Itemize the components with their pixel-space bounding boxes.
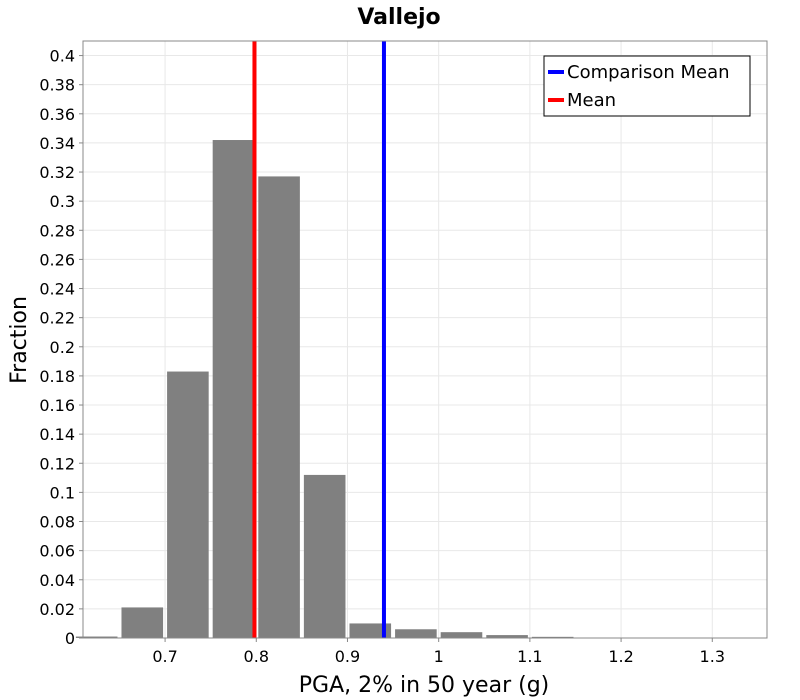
y-tick-label: 0.26 bbox=[39, 250, 75, 269]
x-tick-label: 1.3 bbox=[700, 647, 725, 666]
y-axis-label: Fraction bbox=[7, 296, 32, 384]
bars bbox=[75, 140, 756, 639]
histogram-bar bbox=[167, 371, 209, 638]
x-tick-label: 1 bbox=[434, 647, 444, 666]
histogram-bar bbox=[531, 636, 574, 638]
histogram-bar bbox=[486, 635, 528, 638]
histogram-bar bbox=[75, 636, 118, 638]
y-tick-label: 0.28 bbox=[39, 221, 75, 240]
y-tick-label: 0.2 bbox=[50, 338, 75, 357]
histogram-bar bbox=[212, 140, 255, 638]
x-tick-label: 1.1 bbox=[517, 647, 542, 666]
x-tick-label: 1.2 bbox=[608, 647, 633, 666]
legend: Comparison Mean Mean bbox=[543, 55, 751, 117]
histogram-bar bbox=[349, 623, 392, 638]
legend-box bbox=[543, 55, 751, 117]
histogram-bar bbox=[303, 474, 346, 638]
y-tick-label: 0.12 bbox=[39, 454, 75, 473]
y-tick-label: 0.18 bbox=[39, 367, 75, 386]
y-tick-label: 0.04 bbox=[39, 571, 75, 590]
y-tick-label: 0.34 bbox=[39, 134, 75, 153]
y-tick-label: 0.32 bbox=[39, 163, 75, 182]
y-tick-label: 0.24 bbox=[39, 280, 75, 299]
y-tick-label: 0.08 bbox=[39, 513, 75, 532]
mean-lines bbox=[252, 41, 386, 638]
chart-title: Vallejo bbox=[357, 5, 440, 30]
x-tick-label: 0.8 bbox=[244, 647, 269, 666]
y-tick-label: 0.1 bbox=[50, 483, 75, 502]
y-axis-ticks: 0 0.02 0.04 0.06 0.08 0.1 0.12 0.14 0.16 0.18 0.2 0… bbox=[39, 47, 83, 648]
y-tick-label: 0.02 bbox=[39, 600, 75, 619]
legend-entry-label: Mean bbox=[567, 90, 616, 111]
y-tick-label: 0.16 bbox=[39, 396, 75, 415]
y-tick-label: 0.22 bbox=[39, 309, 75, 328]
histogram-bar bbox=[258, 176, 300, 639]
y-tick-label: 0.06 bbox=[39, 542, 75, 561]
x-axis-label: PGA, 2% in 50 year (g) bbox=[299, 673, 550, 698]
x-tick-label: 0.7 bbox=[152, 647, 177, 666]
x-tick-label: 0.9 bbox=[335, 647, 360, 666]
histogram-bar bbox=[440, 632, 483, 638]
y-tick-label: 0.36 bbox=[39, 105, 75, 124]
y-tick-label: 0.3 bbox=[50, 192, 75, 211]
histogram-bar bbox=[395, 629, 437, 638]
legend-entry-label: Comparison Mean bbox=[567, 62, 730, 83]
x-axis-ticks: 0.7 0.8 0.9 1 1.1 1.2 1.3 bbox=[152, 638, 725, 666]
y-tick-label: 0.4 bbox=[50, 47, 75, 66]
y-tick-label: 0 bbox=[65, 629, 75, 648]
histogram-bar bbox=[121, 607, 164, 638]
plot-frame bbox=[82, 40, 768, 639]
y-tick-label: 0.38 bbox=[39, 76, 75, 95]
y-tick-label: 0.14 bbox=[39, 425, 75, 444]
